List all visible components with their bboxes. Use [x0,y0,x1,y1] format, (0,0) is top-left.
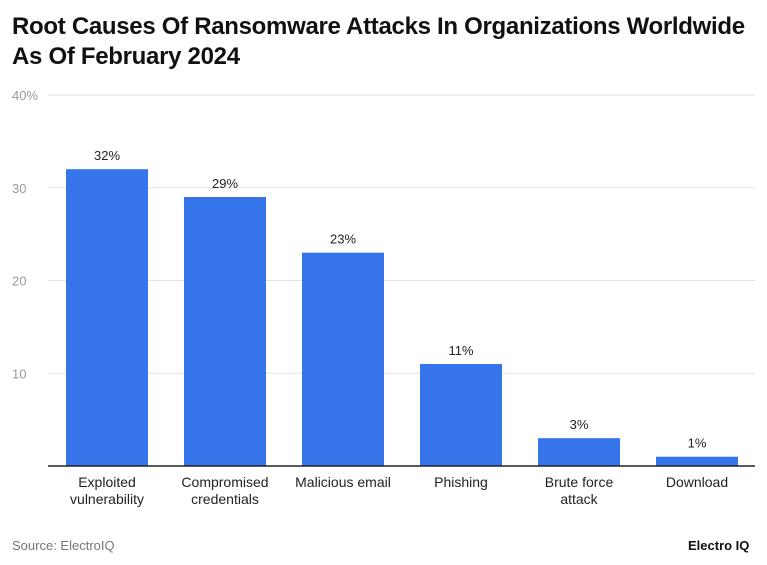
bar [66,169,148,466]
x-tick-label: Download [666,474,728,490]
x-tick-label: Brute force [545,474,614,490]
x-tick-label: Exploited [78,474,136,490]
x-tick-label: Compromised [181,474,268,490]
bar [656,456,738,466]
data-label: 29% [212,176,238,191]
data-label: 3% [570,417,589,432]
source-note: Source: ElectroIQ [12,538,115,553]
y-tick-label: 10 [12,366,26,381]
chart-title: Root Causes Of Ransomware Attacks In Org… [12,13,745,70]
y-tick-label: 20 [12,274,26,289]
bar [184,197,266,466]
x-tick-label: Phishing [434,474,488,490]
bar [302,252,384,466]
data-label: 32% [94,148,120,163]
data-label: 1% [688,436,707,451]
x-tick-label: credentials [191,491,259,507]
x-tick-label: Malicious email [295,474,391,490]
y-tick-label: 40% [12,88,38,103]
x-tick-label: vulnerability [70,491,144,507]
data-label: 11% [448,343,473,358]
bar [420,363,502,466]
y-tick-label: 30 [12,181,26,196]
bar [538,438,620,466]
data-label: 23% [330,232,356,247]
electroiq-logo: Electro IQ [688,538,750,553]
x-tick-label: attack [560,491,598,507]
